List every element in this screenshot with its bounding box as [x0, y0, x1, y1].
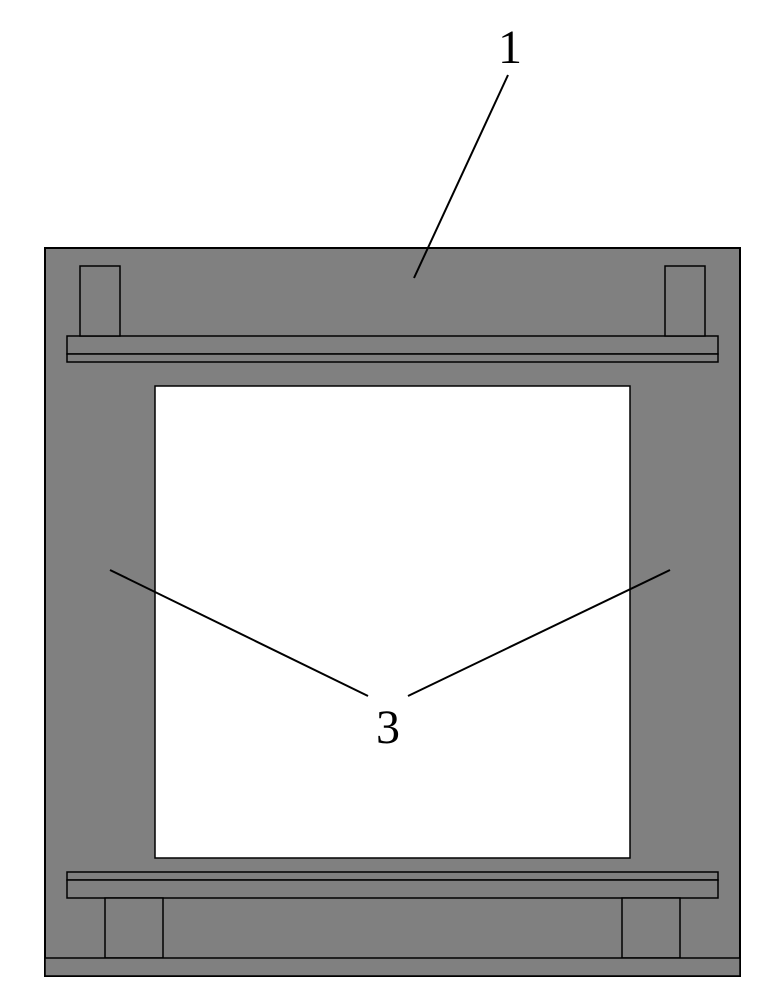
- top-rail: [67, 336, 718, 354]
- top-block-left: [80, 266, 120, 336]
- bottom-block-right: [622, 898, 680, 958]
- top-block-right: [665, 266, 705, 336]
- callout-label-3: 3: [376, 700, 400, 755]
- central-cavity: [155, 386, 630, 858]
- bottom-rail: [67, 880, 718, 898]
- callout-label-1: 1: [498, 20, 522, 75]
- diagram-svg: [0, 0, 783, 1000]
- bottom-strip: [45, 958, 740, 976]
- bottom-rail-upper: [67, 872, 718, 880]
- top-rail-lower: [67, 354, 718, 362]
- bottom-block-left: [105, 898, 163, 958]
